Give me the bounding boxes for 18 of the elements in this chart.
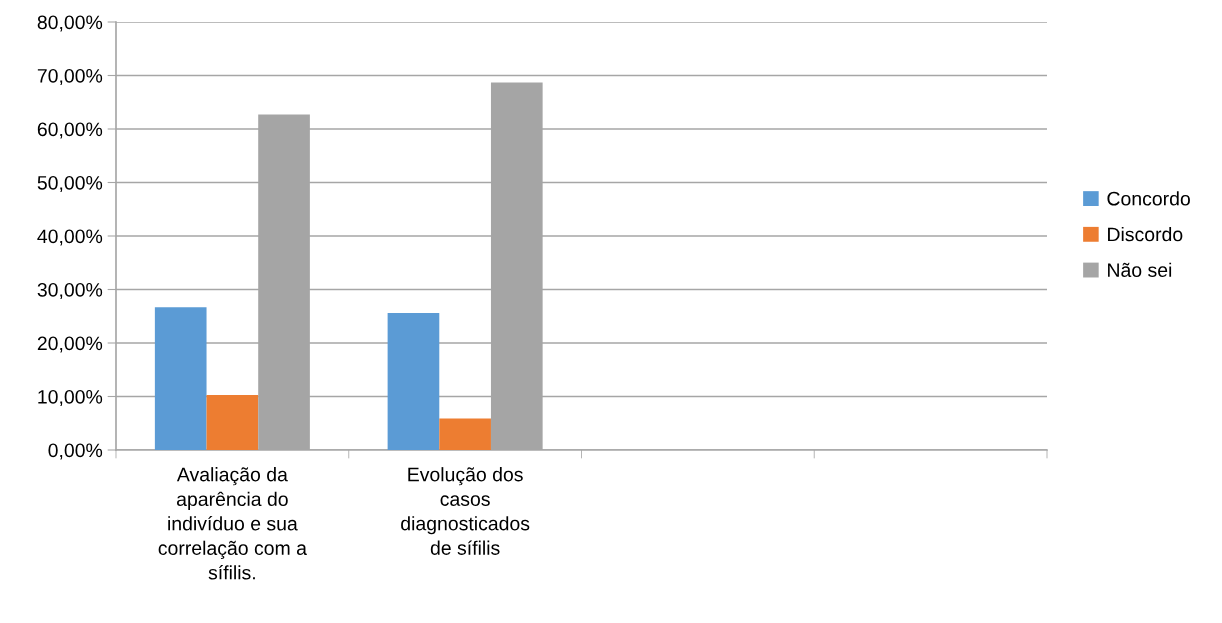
y-tick-label: 10,00%: [38, 389, 103, 407]
y-tick-label: 70,00%: [37, 68, 103, 86]
x-tick-label: Evolução dos casos diagnosticados de sífilis: [401, 467, 530, 555]
bar: [387, 313, 440, 450]
legend-label: Concordo: [1107, 191, 1190, 206]
y-tick-label: 20,00%: [37, 336, 103, 353]
y-tick-label: 50,00%: [37, 175, 103, 193]
bar: [206, 394, 259, 450]
y-tick-label: 60,00%: [37, 122, 103, 139]
y-tick-label: 0,00%: [48, 443, 103, 460]
bar: [154, 307, 207, 450]
x-tick-label: Avaliação da aparência do indivíduo e sua correlação com a sífilis.: [158, 467, 307, 580]
bar: [439, 418, 491, 450]
y-tick-label: 30,00%: [37, 282, 103, 300]
legend-label: Não sei: [1108, 262, 1172, 277]
legend-label: Discordo: [1108, 226, 1183, 242]
y-tick-label: 40,00%: [37, 229, 103, 246]
y-tick-label: 80,00%: [37, 15, 103, 32]
